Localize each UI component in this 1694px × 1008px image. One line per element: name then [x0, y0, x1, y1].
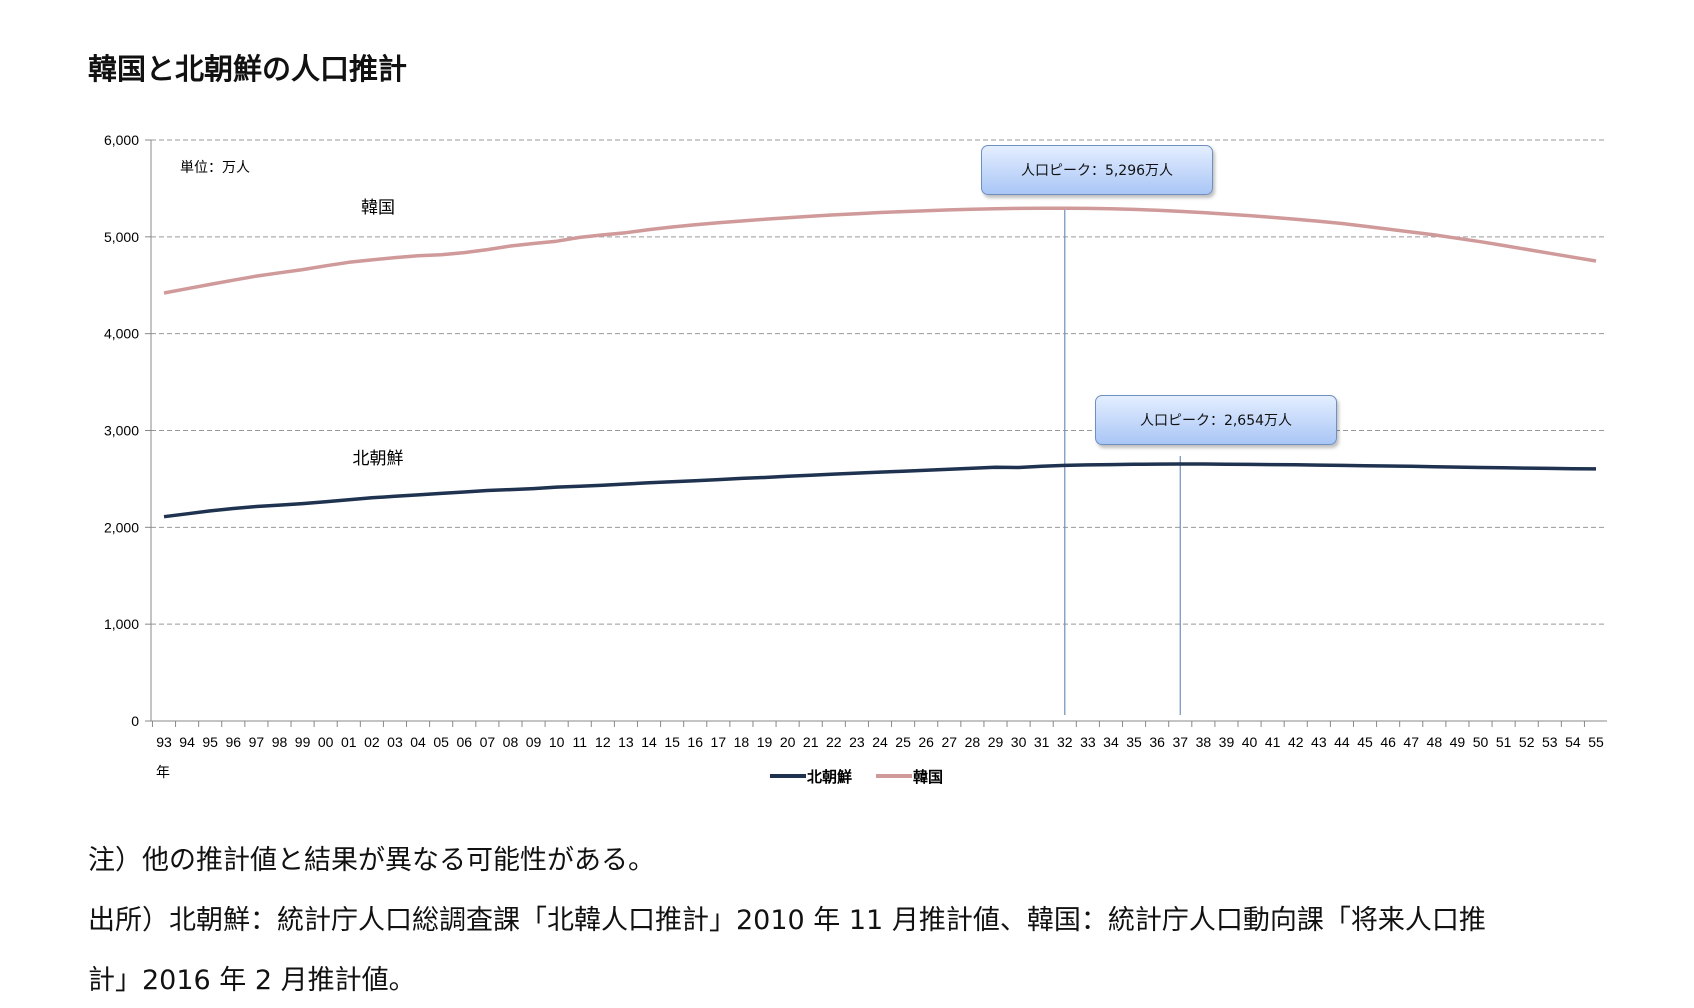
x-tick-label: 99	[295, 734, 311, 750]
x-tick-label: 17	[711, 734, 727, 750]
source-text-line2: 計」2016 年 2 月推計値。	[88, 965, 416, 996]
series-line-korea	[163, 206, 1597, 295]
x-tick-label: 11	[572, 734, 587, 750]
y-tick-label: 0	[131, 713, 139, 729]
x-tick-label: 28	[965, 734, 981, 750]
x-tick-label: 22	[826, 734, 842, 750]
x-tick-label: 04	[410, 734, 426, 750]
series-line-north-korea	[163, 462, 1597, 519]
x-tick-label: 38	[1196, 734, 1212, 750]
x-tick-label: 16	[687, 734, 703, 750]
x-tick-label: 54	[1565, 734, 1581, 750]
unit-label: 単位：万人	[180, 160, 250, 176]
x-tick-label: 29	[988, 734, 1004, 750]
x-tick-label: 50	[1473, 734, 1489, 750]
x-axis-label: 年	[156, 765, 170, 781]
x-tick-label: 14	[641, 734, 657, 750]
x-tick-label: 27	[942, 734, 958, 750]
x-tick-label: 98	[272, 734, 288, 750]
x-tick-label: 08	[503, 734, 519, 750]
x-tick-label: 44	[1334, 734, 1350, 750]
x-tick-label: 31	[1034, 734, 1050, 750]
legend-label: 北朝鮮	[807, 768, 852, 786]
x-tick-label: 07	[480, 734, 496, 750]
x-tick-label: 45	[1357, 734, 1373, 750]
x-tick-label: 95	[202, 734, 218, 750]
x-tick-label: 13	[618, 734, 634, 750]
x-tick-label: 93	[156, 734, 172, 750]
x-tick-label: 39	[1219, 734, 1235, 750]
x-tick-label: 36	[1149, 734, 1165, 750]
x-tick-label: 01	[341, 734, 357, 750]
x-tick-label: 55	[1588, 734, 1604, 750]
x-tick-label: 97	[249, 734, 265, 750]
x-tick-label: 46	[1380, 734, 1396, 750]
x-tick-label: 15	[664, 734, 680, 750]
x-tick-label: 41	[1265, 734, 1281, 750]
x-tick-label: 51	[1496, 734, 1512, 750]
chart-title: 韓国と北朝鮮の人口推計	[88, 52, 408, 86]
x-tick-label: 42	[1288, 734, 1304, 750]
x-tick-label: 25	[895, 734, 911, 750]
x-tick-label: 03	[387, 734, 403, 750]
x-tick-label: 10	[549, 734, 565, 750]
x-tick-label: 26	[918, 734, 934, 750]
y-tick-label: 2,000	[104, 519, 139, 535]
x-tick-label: 32	[1057, 734, 1073, 750]
x-tick-label: 37	[1172, 734, 1188, 750]
y-tick-label: 1,000	[104, 616, 139, 632]
x-tick-label: 06	[456, 734, 472, 750]
x-tick-label: 43	[1311, 734, 1327, 750]
x-tick-label: 21	[803, 734, 819, 750]
y-tick-label: 5,000	[104, 229, 139, 245]
x-tick-label: 33	[1080, 734, 1096, 750]
note-text: 注）他の推計値と結果が異なる可能性がある。	[88, 845, 655, 876]
x-tick-label: 20	[780, 734, 796, 750]
x-tick-label: 09	[526, 734, 542, 750]
x-tick-label: 40	[1242, 734, 1258, 750]
north-korea-inline-label: 北朝鮮	[353, 449, 404, 469]
x-tick-label: 34	[1103, 734, 1119, 750]
korea-peak-callout: 人口ピーク：5,296万人	[981, 145, 1213, 195]
x-tick-label: 23	[849, 734, 865, 750]
y-tick-label: 3,000	[104, 423, 139, 439]
x-tick-label: 00	[318, 734, 334, 750]
x-tick-label: 18	[734, 734, 750, 750]
y-tick-label: 6,000	[104, 132, 139, 148]
x-tick-label: 05	[433, 734, 449, 750]
x-tick-label: 30	[1011, 734, 1027, 750]
x-tick-label: 24	[872, 734, 888, 750]
x-tick-label: 12	[595, 734, 611, 750]
legend-label: 韓国	[913, 768, 943, 786]
x-tick-label: 02	[364, 734, 380, 750]
north-korea-peak-callout: 人口ピーク：2,654万人	[1095, 395, 1337, 445]
x-tick-label: 94	[179, 734, 195, 750]
korea-inline-label: 韓国	[361, 198, 395, 218]
x-tick-label: 53	[1542, 734, 1558, 750]
x-tick-label: 96	[226, 734, 242, 750]
x-tick-label: 47	[1403, 734, 1419, 750]
y-tick-label: 4,000	[104, 326, 139, 342]
x-tick-label: 35	[1126, 734, 1142, 750]
x-tick-label: 52	[1519, 734, 1535, 750]
x-tick-label: 49	[1450, 734, 1466, 750]
x-tick-label: 19	[757, 734, 773, 750]
source-text-line1: 出所）北朝鮮：統計庁人口総調査課「北韓人口推計」2010 年 11 月推計値、韓…	[88, 905, 1486, 936]
x-tick-label: 48	[1427, 734, 1443, 750]
line-chart: 0 1,000 2,000 3,000 4,000 5,000 6,000 93 94 95 96 9…	[104, 132, 1607, 786]
